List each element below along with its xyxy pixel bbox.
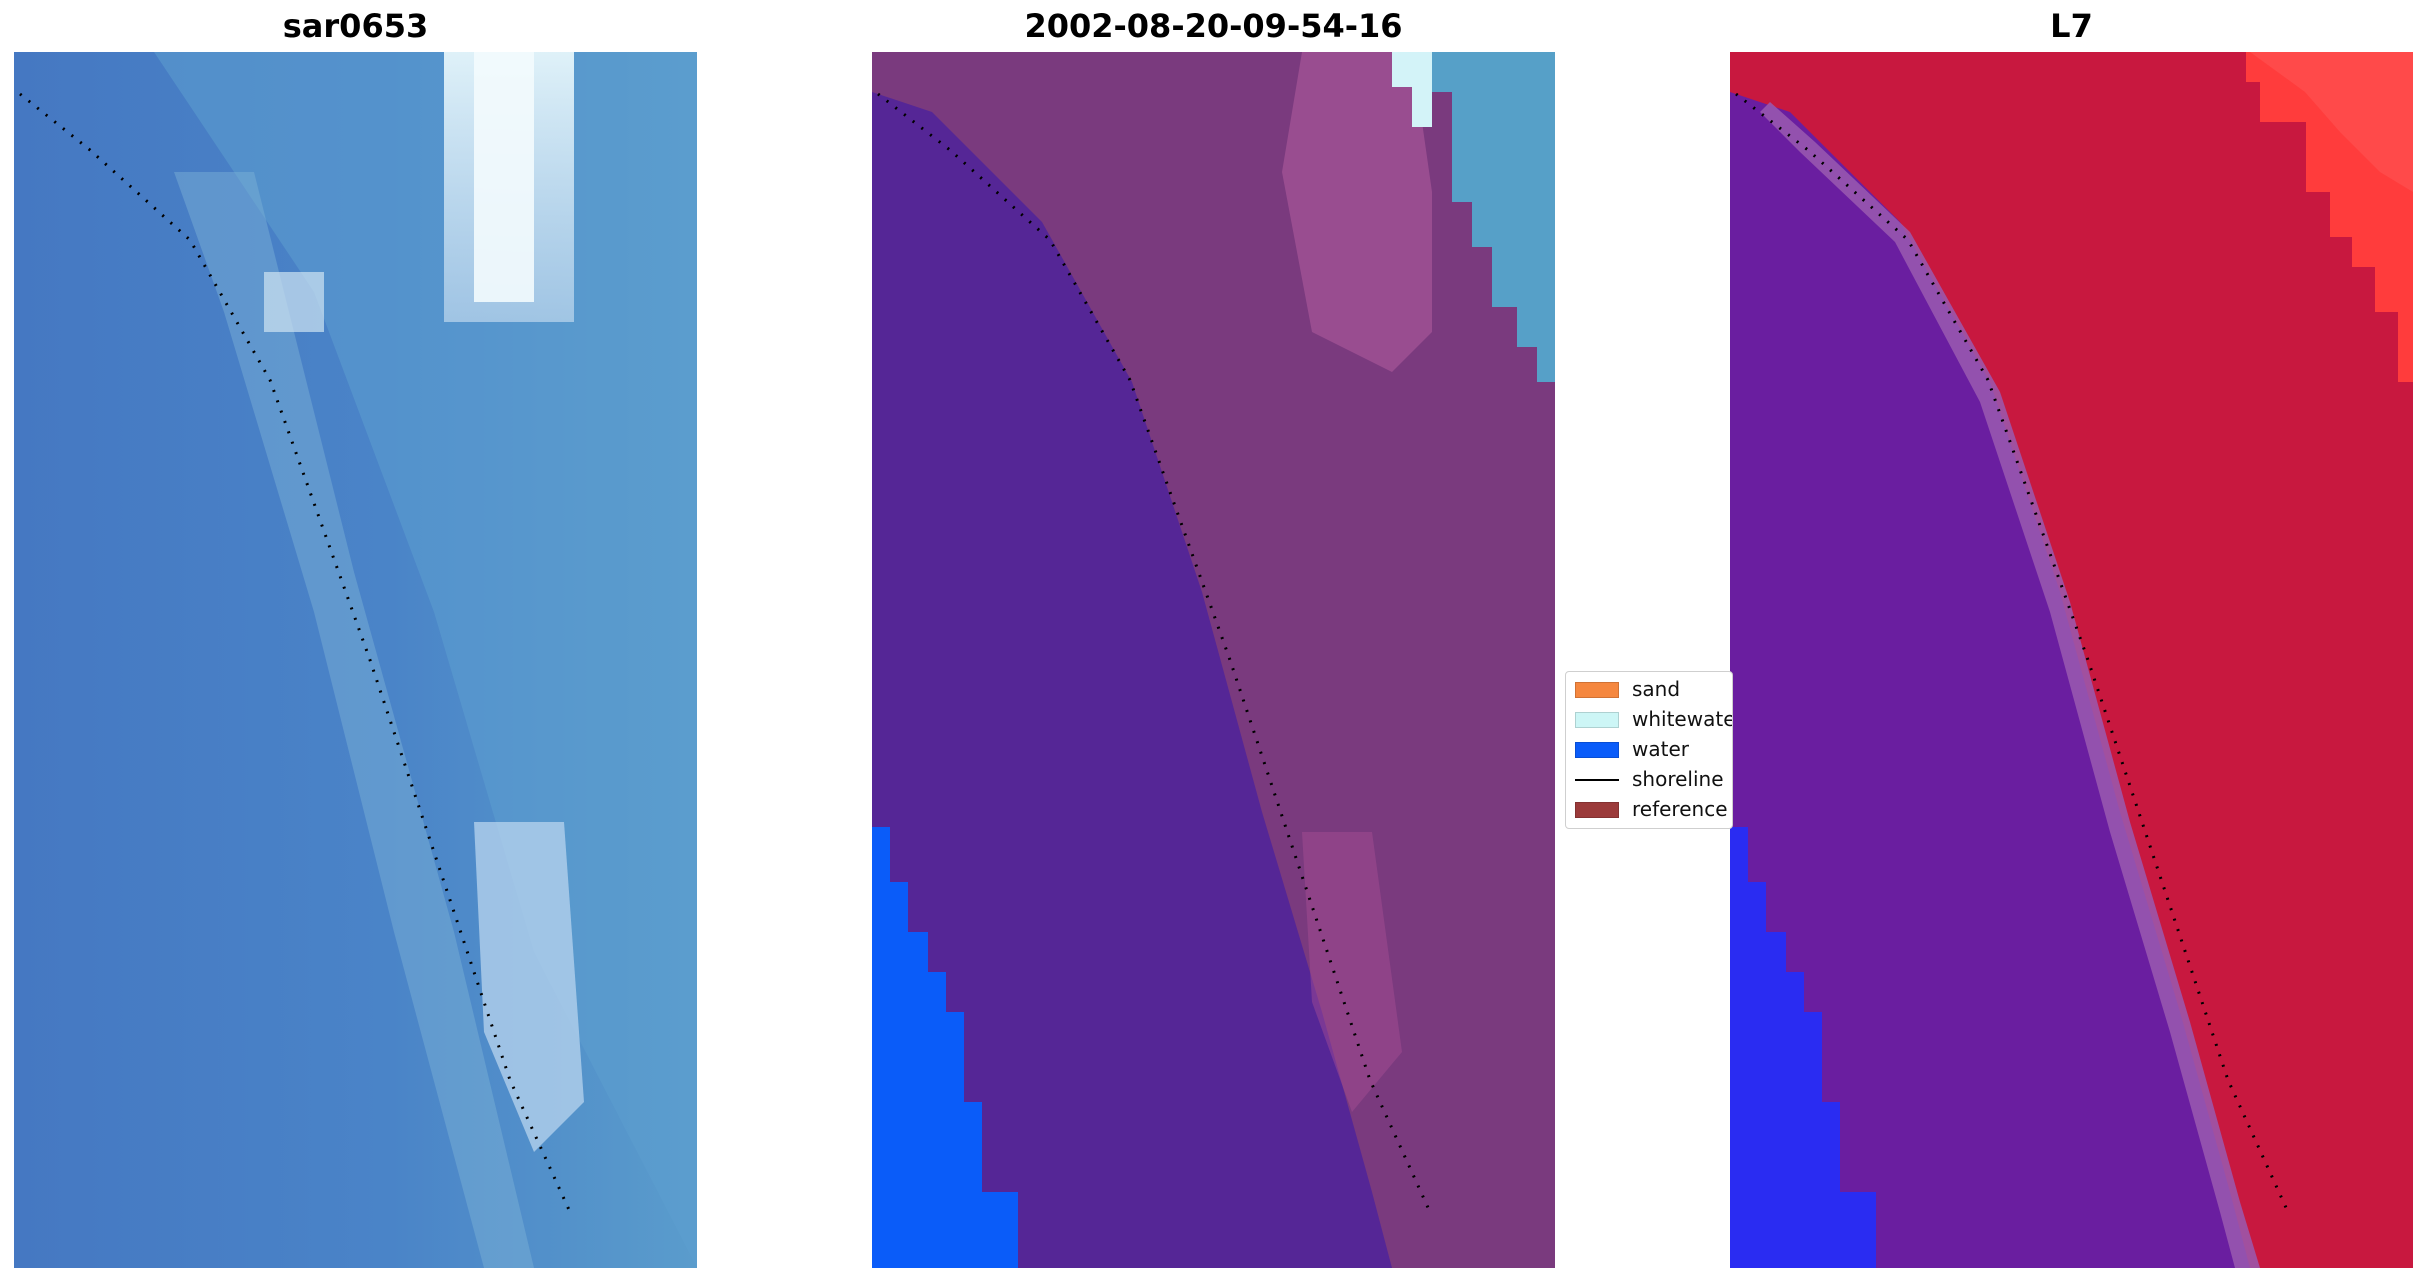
water-swatch: [1575, 742, 1619, 758]
rgb-image: [14, 52, 697, 1268]
classified-image-panel: [872, 52, 1555, 1268]
panel-title-3: L7: [2050, 7, 2093, 45]
legend-item-shoreline: shoreline: [1566, 767, 1732, 791]
legend-label-whitewater: whitewater: [1632, 707, 1733, 731]
legend-label-reference: reference: [1632, 797, 1728, 821]
sand-swatch: [1575, 682, 1619, 698]
legend-item-water: water: [1566, 737, 1732, 761]
shoreline-line-icon: [1575, 779, 1619, 781]
legend-label-sand: sand: [1632, 677, 1681, 701]
legend-label-shoreline: shoreline: [1632, 767, 1724, 791]
legend-item-whitewater: whitewater: [1566, 707, 1733, 731]
legend-item-sand: sand: [1566, 677, 1732, 701]
legend-item-reference: reference: [1566, 797, 1732, 821]
whitewater-swatch: [1575, 712, 1619, 728]
rgb-image-panel: [14, 52, 697, 1268]
classified-image: [872, 52, 1555, 1268]
panel-title-2: 2002-08-20-09-54-16: [1024, 7, 1403, 45]
panel-title-1: sar0653: [282, 7, 429, 45]
l7-image-panel: [1730, 52, 2413, 1268]
reference-swatch: [1575, 802, 1619, 818]
legend-label-water: water: [1632, 737, 1689, 761]
legend: sand whitewater water shoreline referenc…: [1565, 671, 1733, 829]
l7-image: [1730, 52, 2413, 1268]
